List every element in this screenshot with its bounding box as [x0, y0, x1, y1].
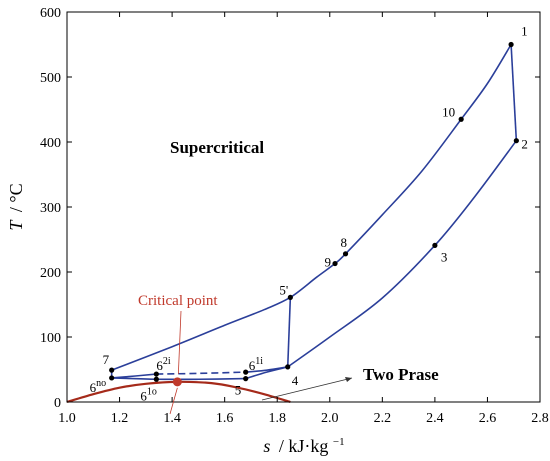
- point-label-text: 2: [521, 137, 528, 152]
- y-axis-unit: / °C: [6, 183, 26, 212]
- axes-layer: 1.0 1.2 1.4 1.6 1.8 2.0 2.2 2.4 2.6 2.8 0 100 200 300…: [40, 6, 549, 426]
- state-point-label-8: 8: [341, 235, 348, 250]
- state-point-label-4: 4: [292, 373, 299, 388]
- x-tick-label: 1.2: [111, 411, 129, 426]
- state-point-label-9: 9: [325, 255, 332, 270]
- state-point-1: [508, 41, 514, 48]
- state-point-6-2i: [153, 371, 159, 377]
- annotations-layer: [169, 310, 353, 415]
- point-label-superscript: 1i: [255, 356, 263, 367]
- state-point-label-3: 3: [441, 249, 448, 264]
- x-tick-label: 1.4: [163, 411, 181, 426]
- point-label-text: 6: [156, 358, 163, 373]
- state-point-3: [432, 242, 438, 248]
- state-point-6-1i: [243, 369, 249, 375]
- x-axis-unit: / kJ·kg: [279, 436, 329, 456]
- state-point-7: [109, 367, 115, 373]
- state-point-label-7: 7: [103, 352, 110, 367]
- point-label-text: 5: [235, 383, 242, 398]
- x-tick-label: 2.0: [321, 411, 339, 426]
- state-point-label-5: 5: [235, 383, 242, 398]
- x-axis-variable: s: [263, 436, 270, 456]
- point-label-text: 6: [90, 380, 97, 395]
- x-tick-label: 2.6: [479, 411, 497, 426]
- point-label-text: 4: [292, 373, 299, 388]
- x-tick-label: 2.2: [374, 411, 392, 426]
- state-point-label-2: 2: [521, 137, 528, 152]
- x-tick-label: 1.6: [216, 411, 234, 426]
- state-point-10: [458, 116, 464, 122]
- point-label-text: 6: [249, 358, 256, 373]
- y-tick-label: 400: [40, 136, 61, 151]
- state-point-label-6-1i: 61i: [249, 356, 264, 373]
- state-point-5: [243, 376, 249, 382]
- state-point-2: [513, 138, 519, 144]
- cycle-segment-9: [245, 366, 288, 373]
- cycle-segment-2: [287, 140, 517, 368]
- y-axis-title: T / °C: [6, 183, 26, 230]
- critical-point-pointer: [177, 310, 182, 374]
- cycle-lines-layer: [110, 44, 518, 381]
- x-tick-label: 2.4: [426, 411, 444, 426]
- point-label-text: 3: [441, 249, 448, 264]
- y-axis-variable: T: [6, 219, 26, 231]
- x-axis-unit-exponent: −1: [333, 436, 345, 448]
- state-point-label-6-no: 6no: [90, 378, 107, 395]
- point-label-superscript: 2i: [163, 356, 171, 367]
- point-label-text: 8: [341, 235, 348, 250]
- cycle-segment-3: [286, 297, 292, 367]
- critical-point-marker: [172, 377, 182, 387]
- plot-frame: [66, 11, 541, 403]
- state-point-8: [342, 251, 349, 257]
- two-phase-arrowhead: [345, 377, 352, 382]
- point-label-text: 6: [140, 388, 147, 403]
- state-point-label-5prime: 5': [279, 282, 288, 297]
- point-label-text: 5': [279, 282, 288, 297]
- cycle-segment-7: [111, 373, 157, 379]
- point-label-superscript: 1o: [147, 386, 157, 397]
- state-point-label-1: 1: [521, 24, 528, 39]
- state-point-5prime: [287, 294, 293, 300]
- y-tick-label: 500: [40, 71, 61, 86]
- critical-point-label: Critical point: [138, 293, 218, 309]
- cycle-segment-0: [111, 44, 512, 371]
- cycle-segment-8: [156, 371, 246, 375]
- supercritical-region-label: Supercritical: [170, 138, 264, 157]
- point-label-text: 7: [103, 352, 110, 367]
- cycle-segment-1: [510, 44, 518, 141]
- x-axis-title: s / kJ·kg −1: [263, 436, 344, 456]
- x-tick-label: 1.0: [58, 411, 76, 426]
- state-point-label-10: 10: [442, 104, 455, 119]
- y-tick-label: 0: [54, 396, 61, 411]
- state-point-label-6-1o: 61o: [140, 386, 157, 403]
- state-point-4: [285, 364, 291, 370]
- y-tick-label: 100: [40, 331, 61, 346]
- state-point-label-6-2i: 62i: [156, 356, 171, 373]
- state-point-6-1o: [153, 376, 159, 382]
- point-label-superscript: no: [96, 378, 106, 389]
- state-point-6-no: [109, 375, 115, 381]
- point-label-text: 1: [521, 24, 528, 39]
- point-label-text: 9: [325, 255, 332, 270]
- two-phase-region-label: Two Prase: [363, 365, 439, 384]
- critical-point-lower-leader: [169, 387, 178, 415]
- y-tick-label: 300: [40, 201, 61, 216]
- x-tick-label: 1.8: [268, 411, 286, 426]
- x-tick-label: 2.8: [531, 411, 549, 426]
- two-phase-pointer: [261, 377, 353, 401]
- state-point-9: [332, 260, 338, 267]
- y-tick-label: 600: [40, 6, 61, 21]
- point-label-text: 10: [442, 104, 455, 119]
- y-tick-label: 200: [40, 266, 61, 281]
